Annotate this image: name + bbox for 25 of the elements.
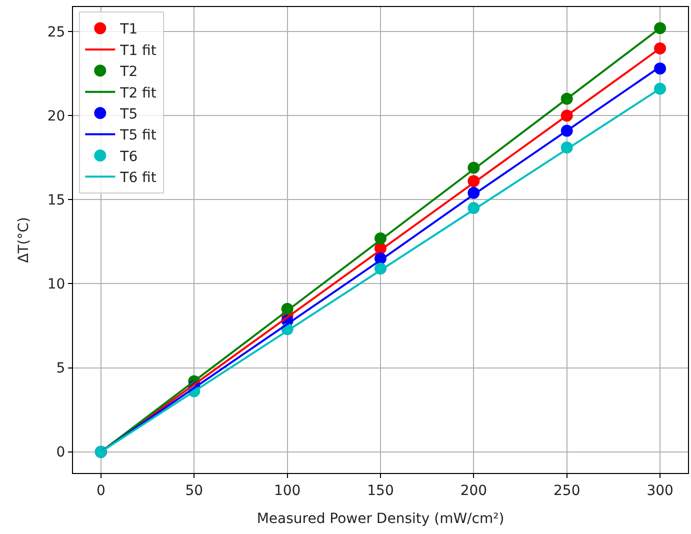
y-tick-label: 5 xyxy=(56,360,66,377)
x-tick-label: 200 xyxy=(460,482,488,499)
x-tick-label: 150 xyxy=(367,482,394,499)
x-tick-label: 100 xyxy=(274,482,301,499)
x-axis-title: Measured Power Density (mW/cm²) xyxy=(256,511,504,528)
y-tick-label: 25 xyxy=(47,24,66,40)
x-tick-label: 50 xyxy=(185,482,204,499)
x-tick-label: 0 xyxy=(96,482,106,499)
x-tick-label: 300 xyxy=(646,482,674,499)
legend-label: T1 fit xyxy=(119,42,157,59)
point xyxy=(654,82,666,95)
legend-label: T5 fit xyxy=(119,128,157,144)
y-tick-label: 0 xyxy=(56,444,66,461)
legend-label: T6 fit xyxy=(119,170,157,186)
x-tick-label: 250 xyxy=(553,482,580,499)
legend-label: T1 xyxy=(119,22,138,38)
point xyxy=(654,22,666,34)
y-tick-label: 10 xyxy=(47,276,66,293)
y-tick-label: 15 xyxy=(47,192,66,209)
y-axis-title: ΔT(°C) xyxy=(16,217,32,263)
legend-label: T2 fit xyxy=(119,85,157,102)
legend-label: T2 xyxy=(119,64,138,80)
legend-label: T5 xyxy=(119,106,138,123)
legend-label: T6 xyxy=(119,148,138,165)
y-tick-label: 20 xyxy=(47,108,66,124)
